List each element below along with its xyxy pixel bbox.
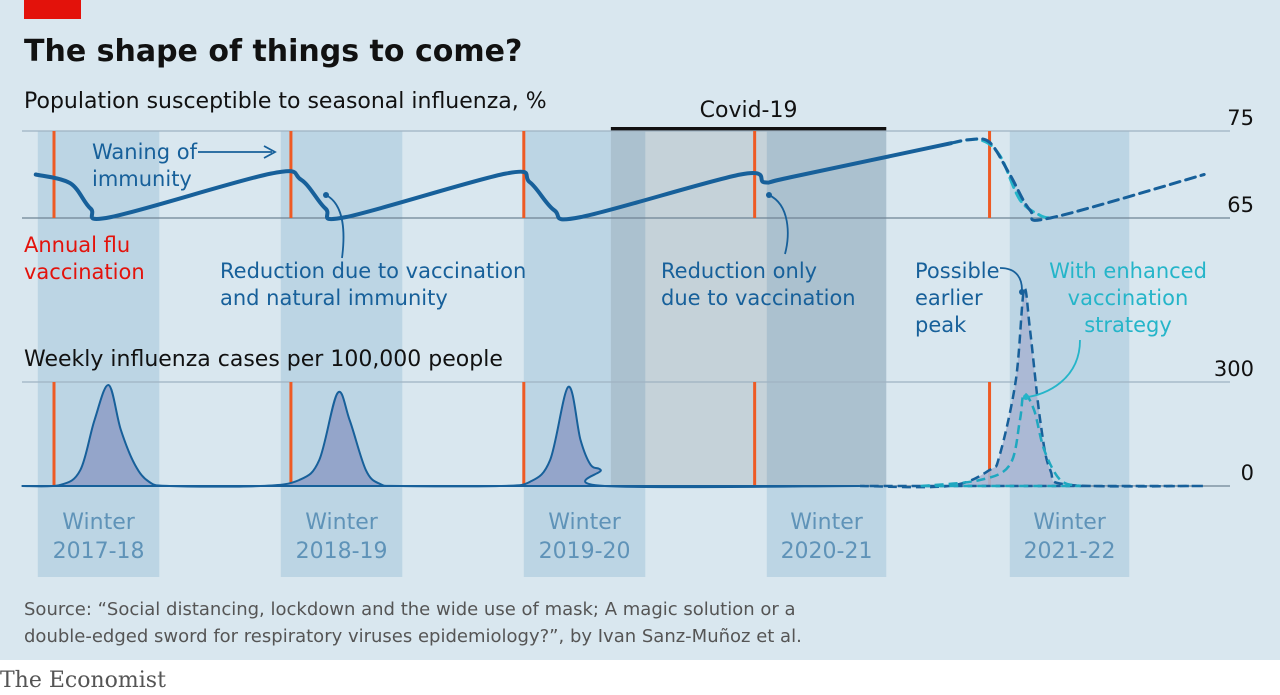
y-tick-label: 65 xyxy=(1227,193,1254,217)
y-tick-label: 75 xyxy=(1227,106,1254,130)
annotation-line: With enhanced xyxy=(1049,259,1207,283)
annotation-line: Reduction only xyxy=(661,259,817,283)
winter-label-line: Winter xyxy=(548,510,621,535)
brand-bar xyxy=(24,0,81,19)
winter-label-line: 2018-19 xyxy=(296,539,388,564)
annotation-line: Reduction due to vaccination xyxy=(220,259,526,283)
annotation-line: strategy xyxy=(1084,313,1172,337)
annotation-line: and natural immunity xyxy=(220,286,448,310)
area xyxy=(920,392,1082,488)
winter-label-line: 2017-18 xyxy=(53,539,145,564)
line xyxy=(33,141,954,222)
winter-label: Winter 2019-20 xyxy=(539,510,631,564)
winter-band xyxy=(37,131,160,577)
annotation: Reduction only due to vaccination xyxy=(661,259,856,310)
leaders xyxy=(198,145,1081,400)
annotation-line: vaccination xyxy=(24,260,145,284)
y-tick-label: 0 xyxy=(1241,461,1254,485)
leader-dot xyxy=(323,192,329,198)
source-line: Source: “Social distancing, lockdown and… xyxy=(24,599,796,620)
leader-dot xyxy=(1019,289,1025,295)
winter-label: Winter 2021-22 xyxy=(1024,510,1116,564)
annotation-line: peak xyxy=(915,313,967,337)
leader xyxy=(999,267,1023,291)
annotation-line: Annual flu xyxy=(24,233,130,257)
covid-band xyxy=(610,131,887,487)
source-line: double-edged sword for respiratory virus… xyxy=(24,626,802,647)
arrow-head xyxy=(263,145,277,159)
winter-label-line: 2019-20 xyxy=(539,539,631,564)
area xyxy=(21,384,860,489)
winter-label-line: Winter xyxy=(305,510,378,535)
annotation: Waning of immunity xyxy=(92,140,198,191)
annotation-line: Waning of xyxy=(92,140,198,164)
winter-label-line: 2020-21 xyxy=(781,539,873,564)
annotation-line: due to vaccination xyxy=(661,286,856,310)
annotation-line: vaccination xyxy=(1068,286,1189,310)
leader xyxy=(325,194,345,259)
y-tick-label: 300 xyxy=(1214,357,1254,381)
winter-label: Winter 2018-19 xyxy=(296,510,388,564)
winter-label-line: Winter xyxy=(1033,510,1106,535)
covid-bar xyxy=(610,127,887,131)
brand: The Economist xyxy=(0,668,166,693)
annotation-line: immunity xyxy=(92,167,192,191)
annotation: Annual flu vaccination xyxy=(24,233,145,284)
annotation: Possible earlier peak xyxy=(915,259,1000,337)
annotation: With enhanced vaccination strategy xyxy=(1049,259,1207,337)
winter-band xyxy=(766,131,887,577)
covid-label: Covid-19 xyxy=(700,98,798,123)
leader xyxy=(1026,339,1081,398)
leader xyxy=(768,194,789,255)
winter-band xyxy=(280,131,403,577)
source: Source: “Social distancing, lockdown and… xyxy=(24,599,802,647)
leader-dot xyxy=(766,192,772,198)
panel-subtitle: Population susceptible to seasonal influ… xyxy=(24,89,547,114)
winter-label: Winter 2017-18 xyxy=(53,510,145,564)
panel-subtitle: Weekly influenza cases per 100,000 peopl… xyxy=(24,347,503,372)
annotation-line: earlier xyxy=(915,286,983,310)
annotation-line: Possible xyxy=(915,259,1000,283)
plot xyxy=(21,130,1230,489)
winter-label: Winter 2020-21 xyxy=(781,510,873,564)
line xyxy=(949,137,1206,222)
area xyxy=(859,287,1205,489)
chart-title: The shape of things to come? xyxy=(24,34,522,69)
leader-dot xyxy=(1023,394,1029,400)
winter-label-line: 2021-22 xyxy=(1024,539,1116,564)
winter-label-line: Winter xyxy=(790,510,863,535)
annotation: Reduction due to vaccination and natural … xyxy=(220,259,526,310)
winter-label-line: Winter xyxy=(62,510,135,535)
